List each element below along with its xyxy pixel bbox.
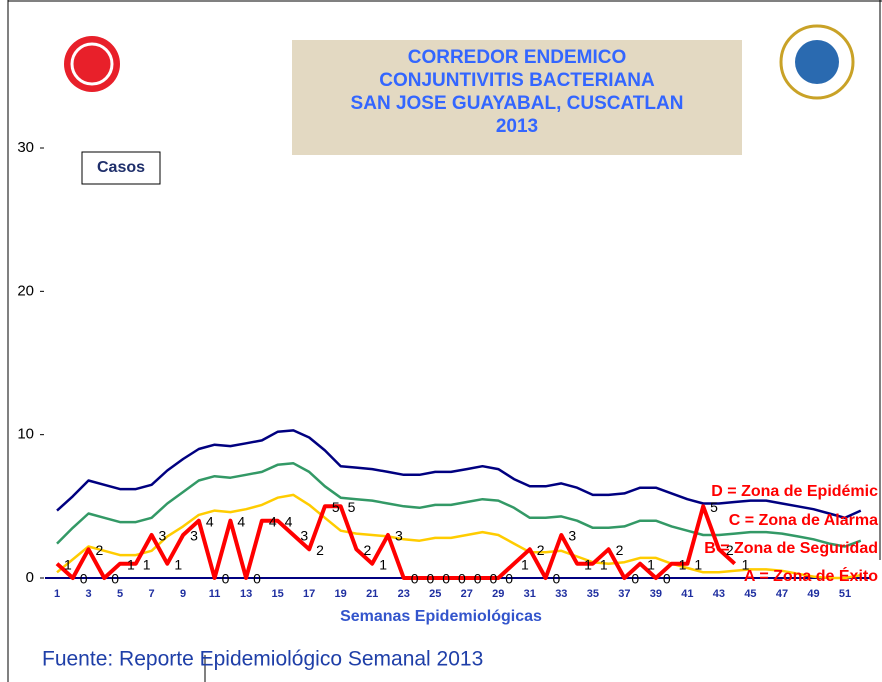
chart-title: CORREDOR ENDEMICO — [408, 47, 627, 68]
data-label: 4 — [269, 513, 277, 529]
x-tick-label: 11 — [209, 588, 221, 600]
data-label: 5 — [332, 499, 340, 515]
x-tick-label: 9 — [180, 588, 186, 600]
series-line — [56, 493, 862, 580]
x-tick-label: 17 — [303, 588, 315, 600]
logo-left — [64, 36, 120, 92]
zone-label: C = Zona de Alarma — [729, 512, 878, 529]
data-label: 5 — [710, 499, 718, 515]
data-label: 1 — [600, 556, 608, 572]
y-tick-label: 30 — [17, 139, 34, 156]
data-label: 2 — [316, 542, 324, 558]
x-tick-label: 5 — [117, 588, 123, 600]
y-label: Casos — [97, 159, 145, 176]
y-tick-label: 0 — [26, 569, 34, 586]
zone-label: A = Zona de Éxito — [744, 566, 878, 585]
y-tick-label: 20 — [17, 282, 34, 299]
data-label: 1 — [64, 556, 72, 572]
data-label: 0 — [490, 571, 498, 587]
x-tick-label: 47 — [776, 588, 788, 600]
x-tick-label: 15 — [272, 588, 284, 600]
series-line — [55, 504, 737, 580]
data-label: 0 — [253, 571, 261, 587]
data-label: 0 — [631, 571, 639, 587]
y-label-box — [81, 151, 161, 185]
data-label: 1 — [679, 556, 687, 572]
x-tick-label: 33 — [555, 588, 567, 600]
data-label: 0 — [474, 571, 482, 587]
data-label: 3 — [190, 528, 198, 544]
data-label: 4 — [285, 513, 293, 529]
data-label: 2 — [616, 542, 624, 558]
data-label: 0 — [458, 571, 466, 587]
x-tick-label: 37 — [618, 588, 630, 600]
y-tick-label: 10 — [17, 426, 34, 443]
x-tick-label: 45 — [744, 588, 756, 600]
x-tick-label: 43 — [713, 588, 725, 600]
data-label: 0 — [663, 571, 671, 587]
data-label: 1 — [143, 556, 151, 572]
data-label: 0 — [426, 571, 434, 587]
x-tick-label: 29 — [492, 588, 504, 600]
data-label: 1 — [174, 556, 182, 572]
data-label: 1 — [694, 556, 702, 572]
x-tick-label: 23 — [398, 588, 410, 600]
data-label: 5 — [348, 499, 356, 515]
data-label: 1 — [521, 556, 529, 572]
data-label: 4 — [206, 513, 214, 529]
data-label: 4 — [237, 513, 245, 529]
data-label: 2 — [537, 542, 545, 558]
x-tick-label: 27 — [461, 588, 473, 600]
data-label: 0 — [505, 571, 513, 587]
data-label: 1 — [584, 556, 592, 572]
x-tick-label: 25 — [429, 588, 441, 600]
data-label: 0 — [411, 571, 419, 587]
zone-label: D = Zona de Epidémic — [711, 483, 878, 500]
data-label: 3 — [300, 528, 308, 544]
data-label: 2 — [726, 542, 734, 558]
x-tick-label: 49 — [807, 588, 819, 600]
x-tick-label: 31 — [524, 588, 536, 600]
data-label: 0 — [111, 571, 119, 587]
chart-title: SAN JOSE GUAYABAL, CUSCATLAN — [351, 93, 684, 114]
x-tick-label: 21 — [366, 588, 378, 600]
x-tick-label: 51 — [839, 588, 851, 600]
chart-title: CONJUNTIVITIS BACTERIANA — [379, 70, 655, 91]
data-label: 3 — [395, 528, 403, 544]
x-tick-label: 35 — [587, 588, 599, 600]
x-tick-label: 1 — [54, 588, 60, 600]
data-label: 2 — [363, 542, 371, 558]
x-tick-label: 13 — [240, 588, 252, 600]
data-label: 0 — [553, 571, 561, 587]
series-line — [56, 462, 862, 548]
x-tick-label: 39 — [650, 588, 662, 600]
x-tick-label: 41 — [681, 588, 693, 600]
title-box — [292, 40, 742, 155]
data-label: 1 — [379, 556, 387, 572]
data-label: 0 — [80, 571, 88, 587]
source: Fuente: Reporte Epidemiológico Semanal 2… — [42, 648, 483, 671]
x-tick-label: 7 — [148, 588, 154, 600]
data-label: 0 — [222, 571, 230, 587]
data-label: 3 — [568, 528, 576, 544]
data-label: 1 — [127, 556, 135, 572]
data-label: 1 — [647, 556, 655, 572]
x-tick-label: 3 — [85, 588, 91, 600]
logo-right — [779, 24, 855, 100]
data-label: 1 — [742, 556, 750, 572]
data-label: 0 — [442, 571, 450, 587]
x-label: Semanas Epidemiológicas — [340, 608, 542, 625]
data-label: 3 — [159, 528, 167, 544]
x-tick-label: 19 — [335, 588, 347, 600]
series-line — [56, 429, 862, 520]
chart-title: 2013 — [496, 116, 538, 137]
zone-label: B = Zona de Seguridad — [704, 540, 878, 557]
data-label: 2 — [96, 542, 104, 558]
